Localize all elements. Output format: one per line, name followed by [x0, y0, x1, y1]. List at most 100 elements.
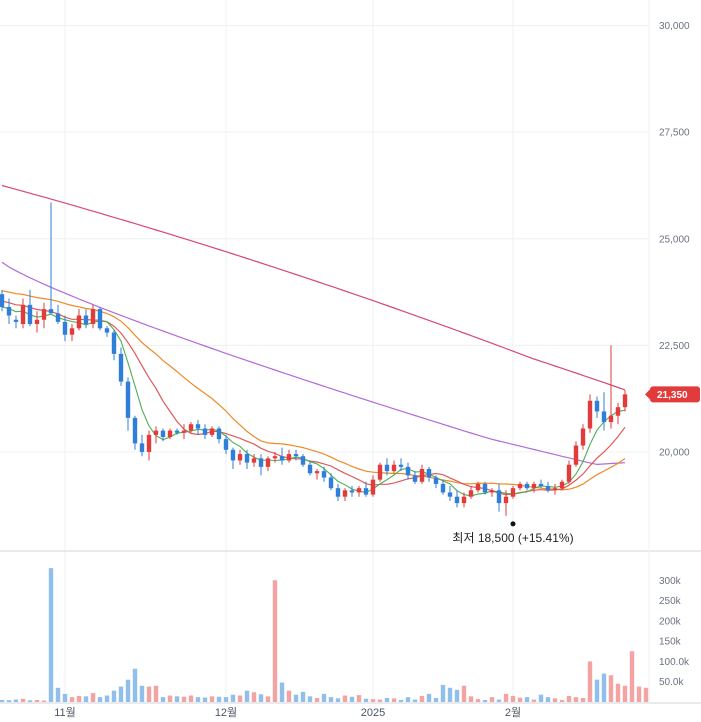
volume-bar	[559, 699, 565, 702]
volume-bar	[195, 697, 201, 702]
volume-bar	[83, 696, 89, 702]
volume-bar	[48, 568, 54, 702]
candle-body	[468, 490, 474, 497]
candle-body	[307, 464, 313, 474]
volume-bar	[580, 697, 586, 702]
ma-5-line	[1, 306, 626, 497]
candle-body	[104, 328, 110, 333]
candle-body	[300, 456, 306, 465]
candle-body	[545, 486, 551, 491]
volume-bar	[573, 697, 579, 702]
time-tick-label: 2월	[505, 706, 521, 719]
candle-body	[594, 400, 600, 412]
volume-bar	[433, 697, 439, 702]
candle-body	[419, 468, 425, 482]
volume-bar	[447, 687, 453, 702]
volume-bar	[13, 699, 19, 702]
candle-body	[293, 454, 299, 457]
candle-body	[13, 319, 19, 322]
price-tick-label: 25,000	[659, 234, 690, 245]
candle-body	[188, 424, 194, 431]
volume-bar	[517, 697, 523, 702]
candle-body	[244, 454, 250, 463]
volume-bar	[307, 696, 313, 702]
candle-body	[0, 294, 5, 307]
volume-bar	[258, 694, 264, 702]
candle-body	[272, 456, 278, 459]
volume-bar	[398, 699, 404, 702]
volume-bar	[160, 697, 166, 702]
volume-bar	[342, 695, 348, 702]
annotations: 최저 18,500 (+15.41%) 21,350	[452, 386, 700, 545]
volume-bar	[293, 694, 299, 702]
volume-bar	[370, 699, 376, 702]
candle-body	[482, 483, 488, 493]
candle-body	[622, 394, 628, 408]
candle-body	[524, 483, 530, 489]
volume-bar	[244, 690, 250, 702]
volume-bar	[97, 697, 103, 702]
volume-bar	[300, 691, 306, 702]
price-tick-label: 27,500	[659, 128, 690, 139]
candle-body	[314, 471, 320, 474]
volume-bar	[608, 675, 614, 702]
candle-body	[251, 458, 257, 463]
candle-body	[440, 483, 446, 493]
volume-bar	[321, 693, 327, 702]
min-price-marker	[510, 521, 516, 527]
volume-bar	[328, 697, 334, 702]
volume-bar	[538, 694, 544, 702]
candle-body	[160, 430, 166, 438]
volume-bar	[594, 679, 600, 702]
ma-10-line	[1, 300, 626, 496]
candle-body	[461, 496, 467, 504]
volume-bar	[111, 690, 117, 702]
candle-body	[412, 475, 418, 482]
candle-body	[531, 483, 537, 489]
candle-body	[90, 309, 96, 325]
candle-body	[538, 483, 544, 487]
candle-body	[153, 430, 159, 435]
candle-body	[83, 315, 89, 325]
volume-bar	[461, 685, 467, 702]
volume-bar	[552, 698, 558, 702]
volume-bar	[174, 696, 180, 702]
axes: 20,000 22,500 25,000 27,500 30,000 11월 12월 2025…	[54, 21, 690, 719]
last-price-label: 21,350	[657, 390, 688, 401]
candle-body	[209, 428, 215, 435]
volume-bar	[251, 692, 257, 702]
candle-body	[111, 332, 117, 354]
volume-bar	[27, 700, 33, 702]
volume-bar	[510, 695, 516, 702]
candle-body	[34, 319, 40, 325]
volume-bar	[237, 695, 243, 702]
volume-tick-label: 200k	[659, 616, 682, 627]
volume-bar	[41, 700, 47, 702]
volume-bar	[90, 693, 96, 702]
volume-bar	[475, 699, 481, 702]
price-tick-label: 20,000	[659, 447, 690, 458]
candle-body	[97, 309, 103, 329]
volume-bar	[272, 580, 278, 702]
candle-body	[55, 313, 61, 322]
candle-body	[258, 458, 264, 467]
volume-bar	[55, 687, 61, 702]
volume-bar	[363, 698, 369, 702]
volume-bar	[62, 693, 68, 702]
volume-bar	[335, 698, 341, 702]
time-tick-label: 11월	[54, 706, 76, 719]
volume-bar	[230, 694, 236, 702]
volume-bar	[601, 673, 607, 702]
volume-bar	[202, 697, 208, 702]
candle-body	[391, 464, 397, 472]
candle-body	[601, 411, 607, 423]
volume-bar	[349, 696, 355, 702]
candle-body	[321, 471, 327, 478]
volume-bar	[636, 686, 642, 702]
volume-bar	[468, 696, 474, 702]
candle-body	[195, 424, 201, 429]
candle-body	[69, 328, 75, 335]
ma-120-line	[1, 261, 626, 466]
